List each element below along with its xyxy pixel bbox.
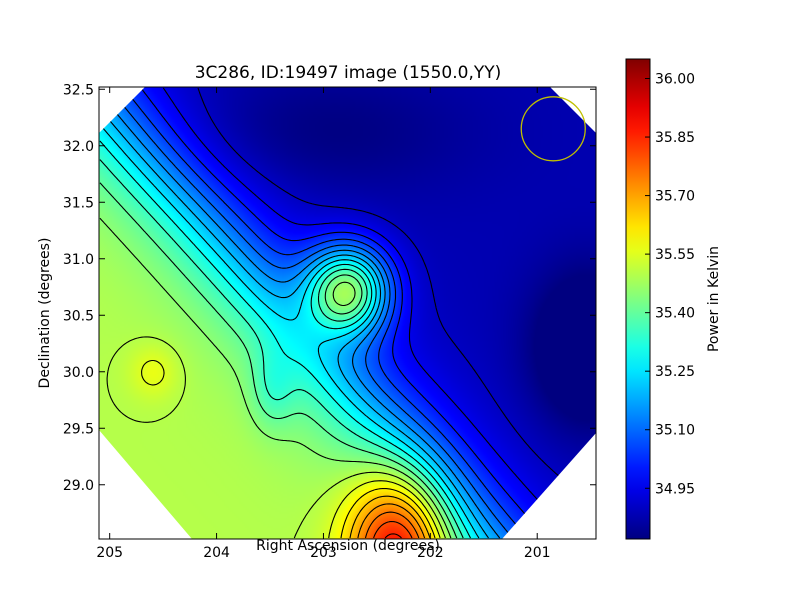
- contour-line: [99, 182, 458, 539]
- contour-line: [197, 87, 596, 507]
- x-tick-label: 201: [524, 545, 551, 561]
- y-axis-label: Declination (degrees): [37, 238, 53, 389]
- x-tick-label: 202: [417, 545, 444, 561]
- colorbar-tick-label: 36.00: [655, 72, 695, 88]
- y-tick-label: 30.0: [63, 365, 94, 381]
- contour-line: [106, 336, 446, 539]
- contour-line: [373, 520, 413, 539]
- x-tick-label: 203: [310, 545, 337, 561]
- x-tick-label: 204: [203, 545, 230, 561]
- colorbar-ticks: 34.95 35.10 35.25 35.40 35.55 35.70 35.85 36.00: [645, 72, 695, 497]
- contour-line: [99, 140, 471, 539]
- contour-line: [162, 87, 573, 539]
- contour-line: [99, 217, 452, 539]
- x-axis-ticks: 205 204 203 202 201: [96, 87, 551, 561]
- colorbar: [626, 59, 650, 539]
- colorbar-label: Power in Kelvin: [706, 246, 722, 352]
- colorbar-tick-label: 35.10: [655, 423, 695, 439]
- y-tick-label: 32.0: [63, 139, 94, 155]
- colorbar-frame: [625, 58, 651, 540]
- x-tick-label: 205: [96, 545, 123, 561]
- contour-line: [384, 533, 402, 539]
- y-tick-label: 31.5: [63, 195, 94, 211]
- chart-title: 3C286, ID:19497 image (1550.0,YY): [195, 63, 502, 83]
- contour-line: [99, 159, 464, 539]
- colorbar-tick-label: 35.40: [655, 306, 695, 322]
- y-tick-label: 31.0: [63, 252, 94, 268]
- colorbar-tick-label: 35.25: [655, 364, 695, 380]
- y-tick-label: 29.5: [63, 421, 94, 437]
- colorbar-tick-label: 35.70: [655, 189, 695, 205]
- x-axis-label: Right Ascension (degrees): [256, 538, 440, 554]
- y-axis-ticks: 29.0 29.5 30.0 30.5 31.0 31.5 32.0 32.5: [63, 82, 596, 494]
- y-tick-label: 29.0: [63, 478, 94, 494]
- contour-line: [340, 487, 436, 539]
- y-tick-label: 32.5: [63, 82, 94, 98]
- colorbar-tick-label: 35.85: [655, 130, 695, 146]
- beam-circle-marker: [520, 96, 586, 162]
- plot-frame: [98, 86, 597, 540]
- contour-line: [349, 495, 431, 539]
- colorbar-tick-label: 35.55: [655, 247, 695, 263]
- y-tick-label: 30.5: [63, 308, 94, 324]
- contour-line: [364, 511, 420, 539]
- colorbar-tick-label: 34.95: [655, 481, 695, 497]
- contour-line: [141, 359, 441, 539]
- contour-lines: [99, 87, 596, 539]
- contour-line: [357, 503, 426, 539]
